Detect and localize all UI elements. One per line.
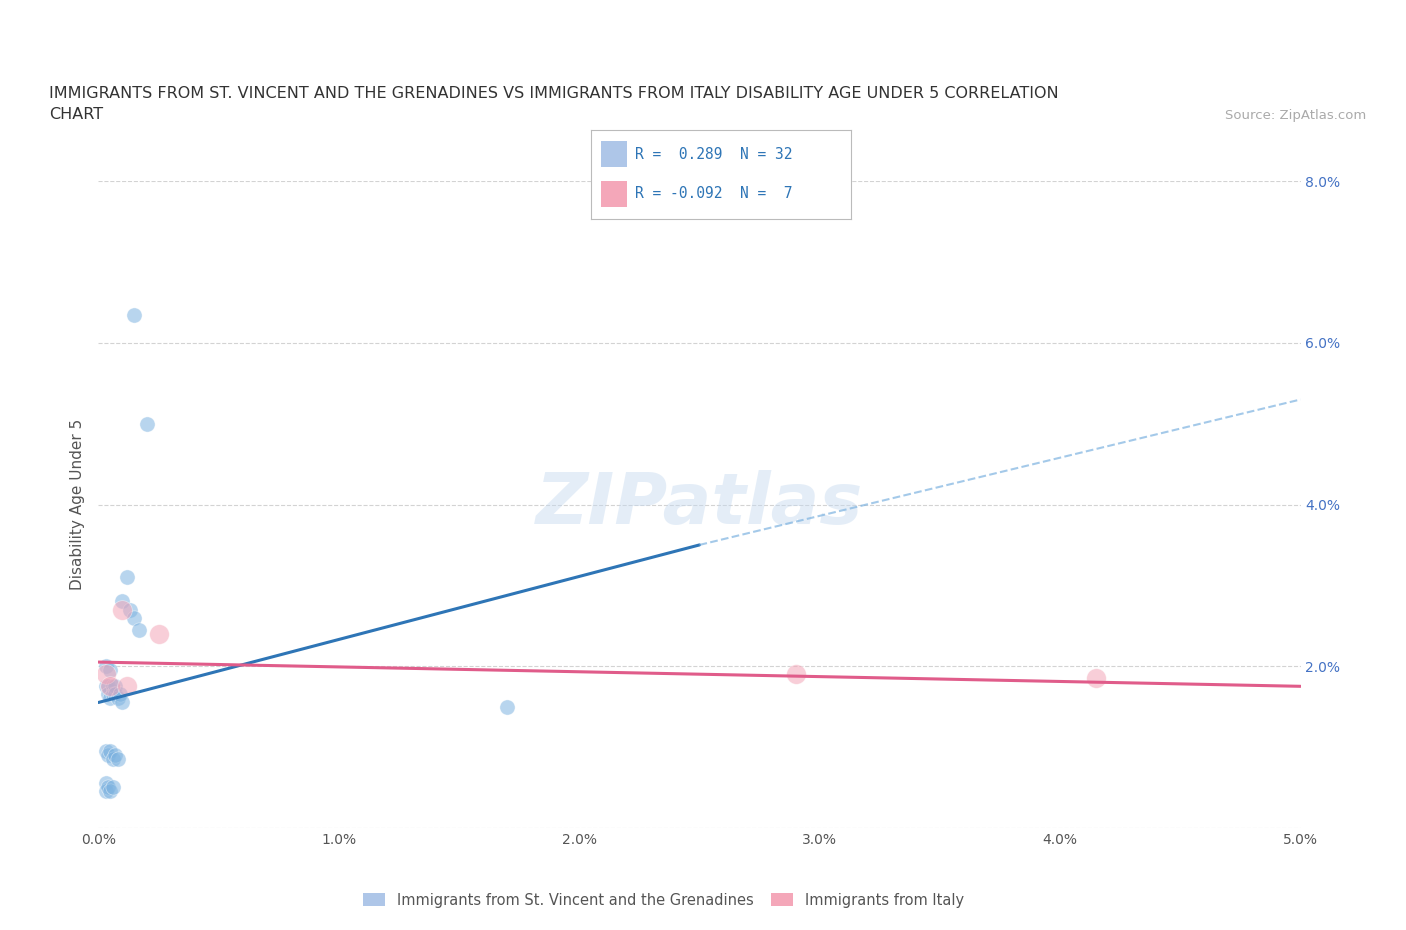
Point <box>124 610 146 625</box>
Point <box>117 570 139 585</box>
Legend: Immigrants from St. Vincent and the Grenadines, Immigrants from Italy: Immigrants from St. Vincent and the Gren… <box>363 893 963 908</box>
Text: CHART: CHART <box>49 107 103 122</box>
Point <box>104 679 127 694</box>
Point <box>111 594 134 609</box>
Point <box>100 784 122 799</box>
Point <box>94 679 117 694</box>
Point <box>94 658 117 673</box>
Point <box>108 687 131 702</box>
Point <box>94 743 117 758</box>
Point <box>94 784 117 799</box>
Point <box>101 679 124 694</box>
Point <box>101 751 124 766</box>
Point <box>107 691 129 706</box>
FancyBboxPatch shape <box>600 140 627 167</box>
Point <box>104 687 127 702</box>
Point <box>97 748 120 763</box>
Point <box>100 691 122 706</box>
Text: Source: ZipAtlas.com: Source: ZipAtlas.com <box>1226 109 1367 122</box>
Point <box>135 417 157 432</box>
Point <box>148 627 170 642</box>
Point <box>104 748 127 763</box>
Point <box>100 663 122 678</box>
Point <box>118 602 141 617</box>
Point <box>111 602 134 617</box>
Text: R =  0.289  N = 32: R = 0.289 N = 32 <box>634 147 792 162</box>
Text: R = -0.092  N =  7: R = -0.092 N = 7 <box>634 186 792 201</box>
Point <box>117 679 139 694</box>
Text: IMMIGRANTS FROM ST. VINCENT AND THE GRENADINES VS IMMIGRANTS FROM ITALY DISABILI: IMMIGRANTS FROM ST. VINCENT AND THE GREN… <box>49 86 1059 100</box>
Point <box>124 307 146 322</box>
Text: ZIPatlas: ZIPatlas <box>536 470 863 539</box>
Point <box>496 699 519 714</box>
Point <box>1085 671 1108 685</box>
Point <box>785 667 807 682</box>
Point <box>111 695 134 710</box>
Y-axis label: Disability Age Under 5: Disability Age Under 5 <box>70 418 86 591</box>
Point <box>94 667 117 682</box>
Point <box>101 687 124 702</box>
Point <box>107 751 129 766</box>
Point <box>97 687 120 702</box>
Point <box>97 780 120 795</box>
Point <box>100 679 122 694</box>
FancyBboxPatch shape <box>600 180 627 207</box>
Point <box>94 776 117 790</box>
Point <box>128 622 150 637</box>
Point <box>97 679 120 694</box>
Point <box>100 743 122 758</box>
Point <box>101 780 124 795</box>
